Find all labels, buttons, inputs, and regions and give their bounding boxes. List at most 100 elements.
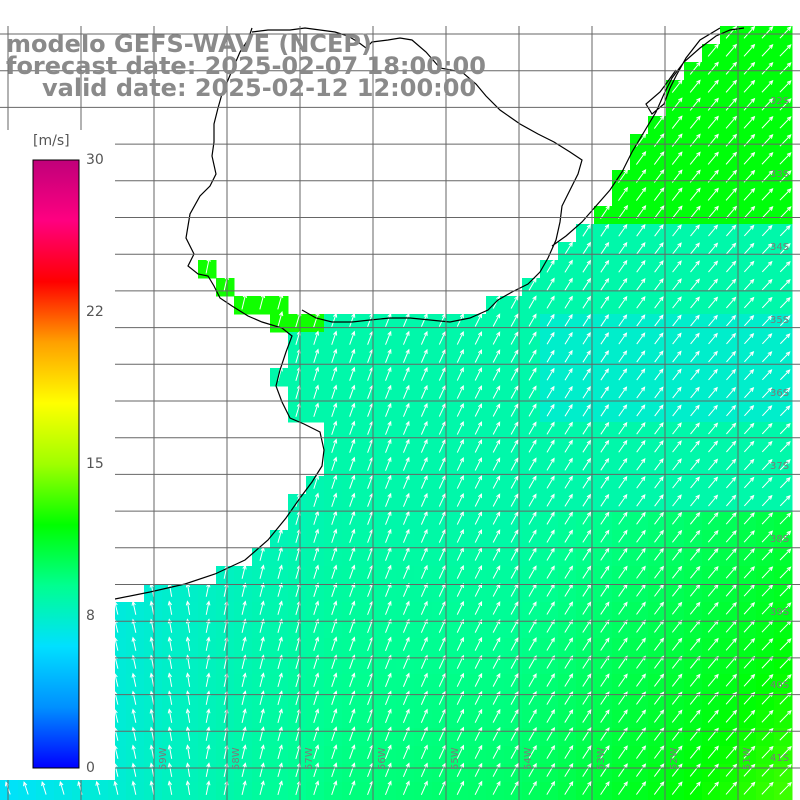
wind-arrow	[385, 438, 392, 453]
wind-arrow	[708, 260, 719, 273]
wind-arrow	[564, 277, 573, 291]
wind-arrow	[492, 762, 501, 777]
wind-arrow	[636, 763, 647, 777]
wind-arrow	[510, 565, 519, 579]
wind-arrow	[654, 619, 665, 633]
wind-arrow	[600, 601, 610, 615]
wind-arrow	[779, 441, 791, 453]
wind-arrow	[672, 529, 683, 543]
wind-arrow	[385, 744, 392, 760]
wind-arrow	[564, 295, 573, 309]
wind-arrow	[420, 420, 428, 435]
wind-arrow	[205, 744, 211, 759]
wind-arrow	[636, 781, 647, 795]
wind-arrow	[149, 708, 155, 723]
wind-arrow	[725, 781, 738, 795]
wind-arrow	[510, 385, 519, 399]
wind-arrow	[438, 726, 446, 741]
wind-arrow	[779, 584, 792, 597]
wind-arrow	[779, 152, 792, 165]
wind-arrow	[636, 673, 646, 687]
wind-arrow	[546, 529, 555, 543]
wind-arrow	[420, 474, 428, 489]
wind-arrow	[528, 709, 537, 723]
wind-arrow	[582, 385, 591, 399]
wind-arrow	[456, 564, 464, 579]
wind-arrow	[707, 115, 719, 129]
wind-arrow	[95, 780, 101, 795]
wind-arrow	[438, 708, 446, 723]
wind-arrow	[743, 260, 755, 273]
wind-arrow	[672, 278, 682, 291]
wind-arrow	[689, 79, 701, 93]
wind-arrow	[582, 367, 591, 381]
wind-arrow	[331, 510, 338, 525]
wind-arrow	[582, 763, 592, 777]
wind-arrow	[600, 241, 610, 255]
wind-arrow	[185, 744, 191, 759]
wind-arrow	[528, 511, 537, 525]
wind-arrow	[438, 348, 446, 363]
wind-arrow	[403, 528, 410, 543]
wind-arrow	[510, 780, 519, 795]
wind-arrow	[762, 405, 773, 417]
wind-arrow	[600, 204, 610, 219]
wind-arrow	[546, 385, 555, 399]
wind-arrow	[761, 548, 774, 561]
wind-arrow	[474, 600, 483, 615]
wind-arrow	[636, 637, 646, 651]
wind-arrow	[582, 511, 592, 525]
wind-arrow	[707, 709, 719, 723]
wind-arrow	[313, 528, 320, 543]
wind-arrow	[420, 636, 428, 651]
wind-arrow	[618, 781, 628, 795]
wind-arrow	[241, 582, 247, 597]
wind-arrow	[149, 762, 155, 777]
wind-arrow	[582, 223, 592, 237]
wind-arrow	[761, 44, 774, 57]
longitude-label: 57W	[304, 747, 315, 770]
wind-arrow	[259, 636, 265, 651]
wind-arrow	[564, 547, 573, 561]
wind-arrow	[671, 709, 683, 723]
wind-arrow	[564, 511, 573, 525]
wind-arrow	[636, 368, 646, 381]
wind-arrow	[762, 333, 773, 345]
wind-arrow	[600, 637, 610, 651]
wind-arrow	[726, 242, 737, 255]
wind-arrow	[259, 292, 266, 310]
forecast-date: forecast date: 2025-02-07 18:00:00	[6, 52, 486, 80]
wind-arrow	[726, 458, 737, 471]
wind-arrow	[385, 312, 392, 327]
wind-arrow	[438, 744, 446, 759]
wind-arrow	[510, 762, 519, 777]
wind-arrow	[438, 456, 446, 471]
latitude-label: 41S	[770, 753, 789, 764]
wind-arrow	[528, 331, 537, 345]
wind-arrow	[762, 369, 773, 381]
wind-arrow	[149, 744, 155, 759]
wind-arrow	[726, 350, 737, 363]
wind-arrow	[456, 439, 464, 453]
wind-arrow	[167, 726, 173, 741]
wind-arrow	[636, 565, 646, 579]
wind-arrow	[546, 457, 555, 471]
wind-arrow	[707, 187, 719, 201]
wind-arrow	[438, 528, 446, 543]
wind-arrow	[689, 151, 701, 165]
wind-arrow	[779, 44, 792, 57]
wind-arrow	[564, 331, 573, 345]
wind-arrow	[672, 368, 682, 381]
wind-arrow	[546, 313, 555, 327]
wind-arrow	[761, 440, 773, 453]
wind-arrow	[313, 348, 320, 363]
coastline	[0, 27, 745, 617]
wind-arrow	[313, 690, 320, 705]
wind-arrow	[761, 206, 774, 219]
wind-arrow	[654, 511, 664, 525]
wind-arrow	[761, 745, 774, 759]
wind-arrow	[726, 368, 737, 381]
wind-arrow	[654, 296, 664, 309]
wind-arrow	[761, 584, 774, 597]
wind-arrow	[403, 492, 410, 507]
